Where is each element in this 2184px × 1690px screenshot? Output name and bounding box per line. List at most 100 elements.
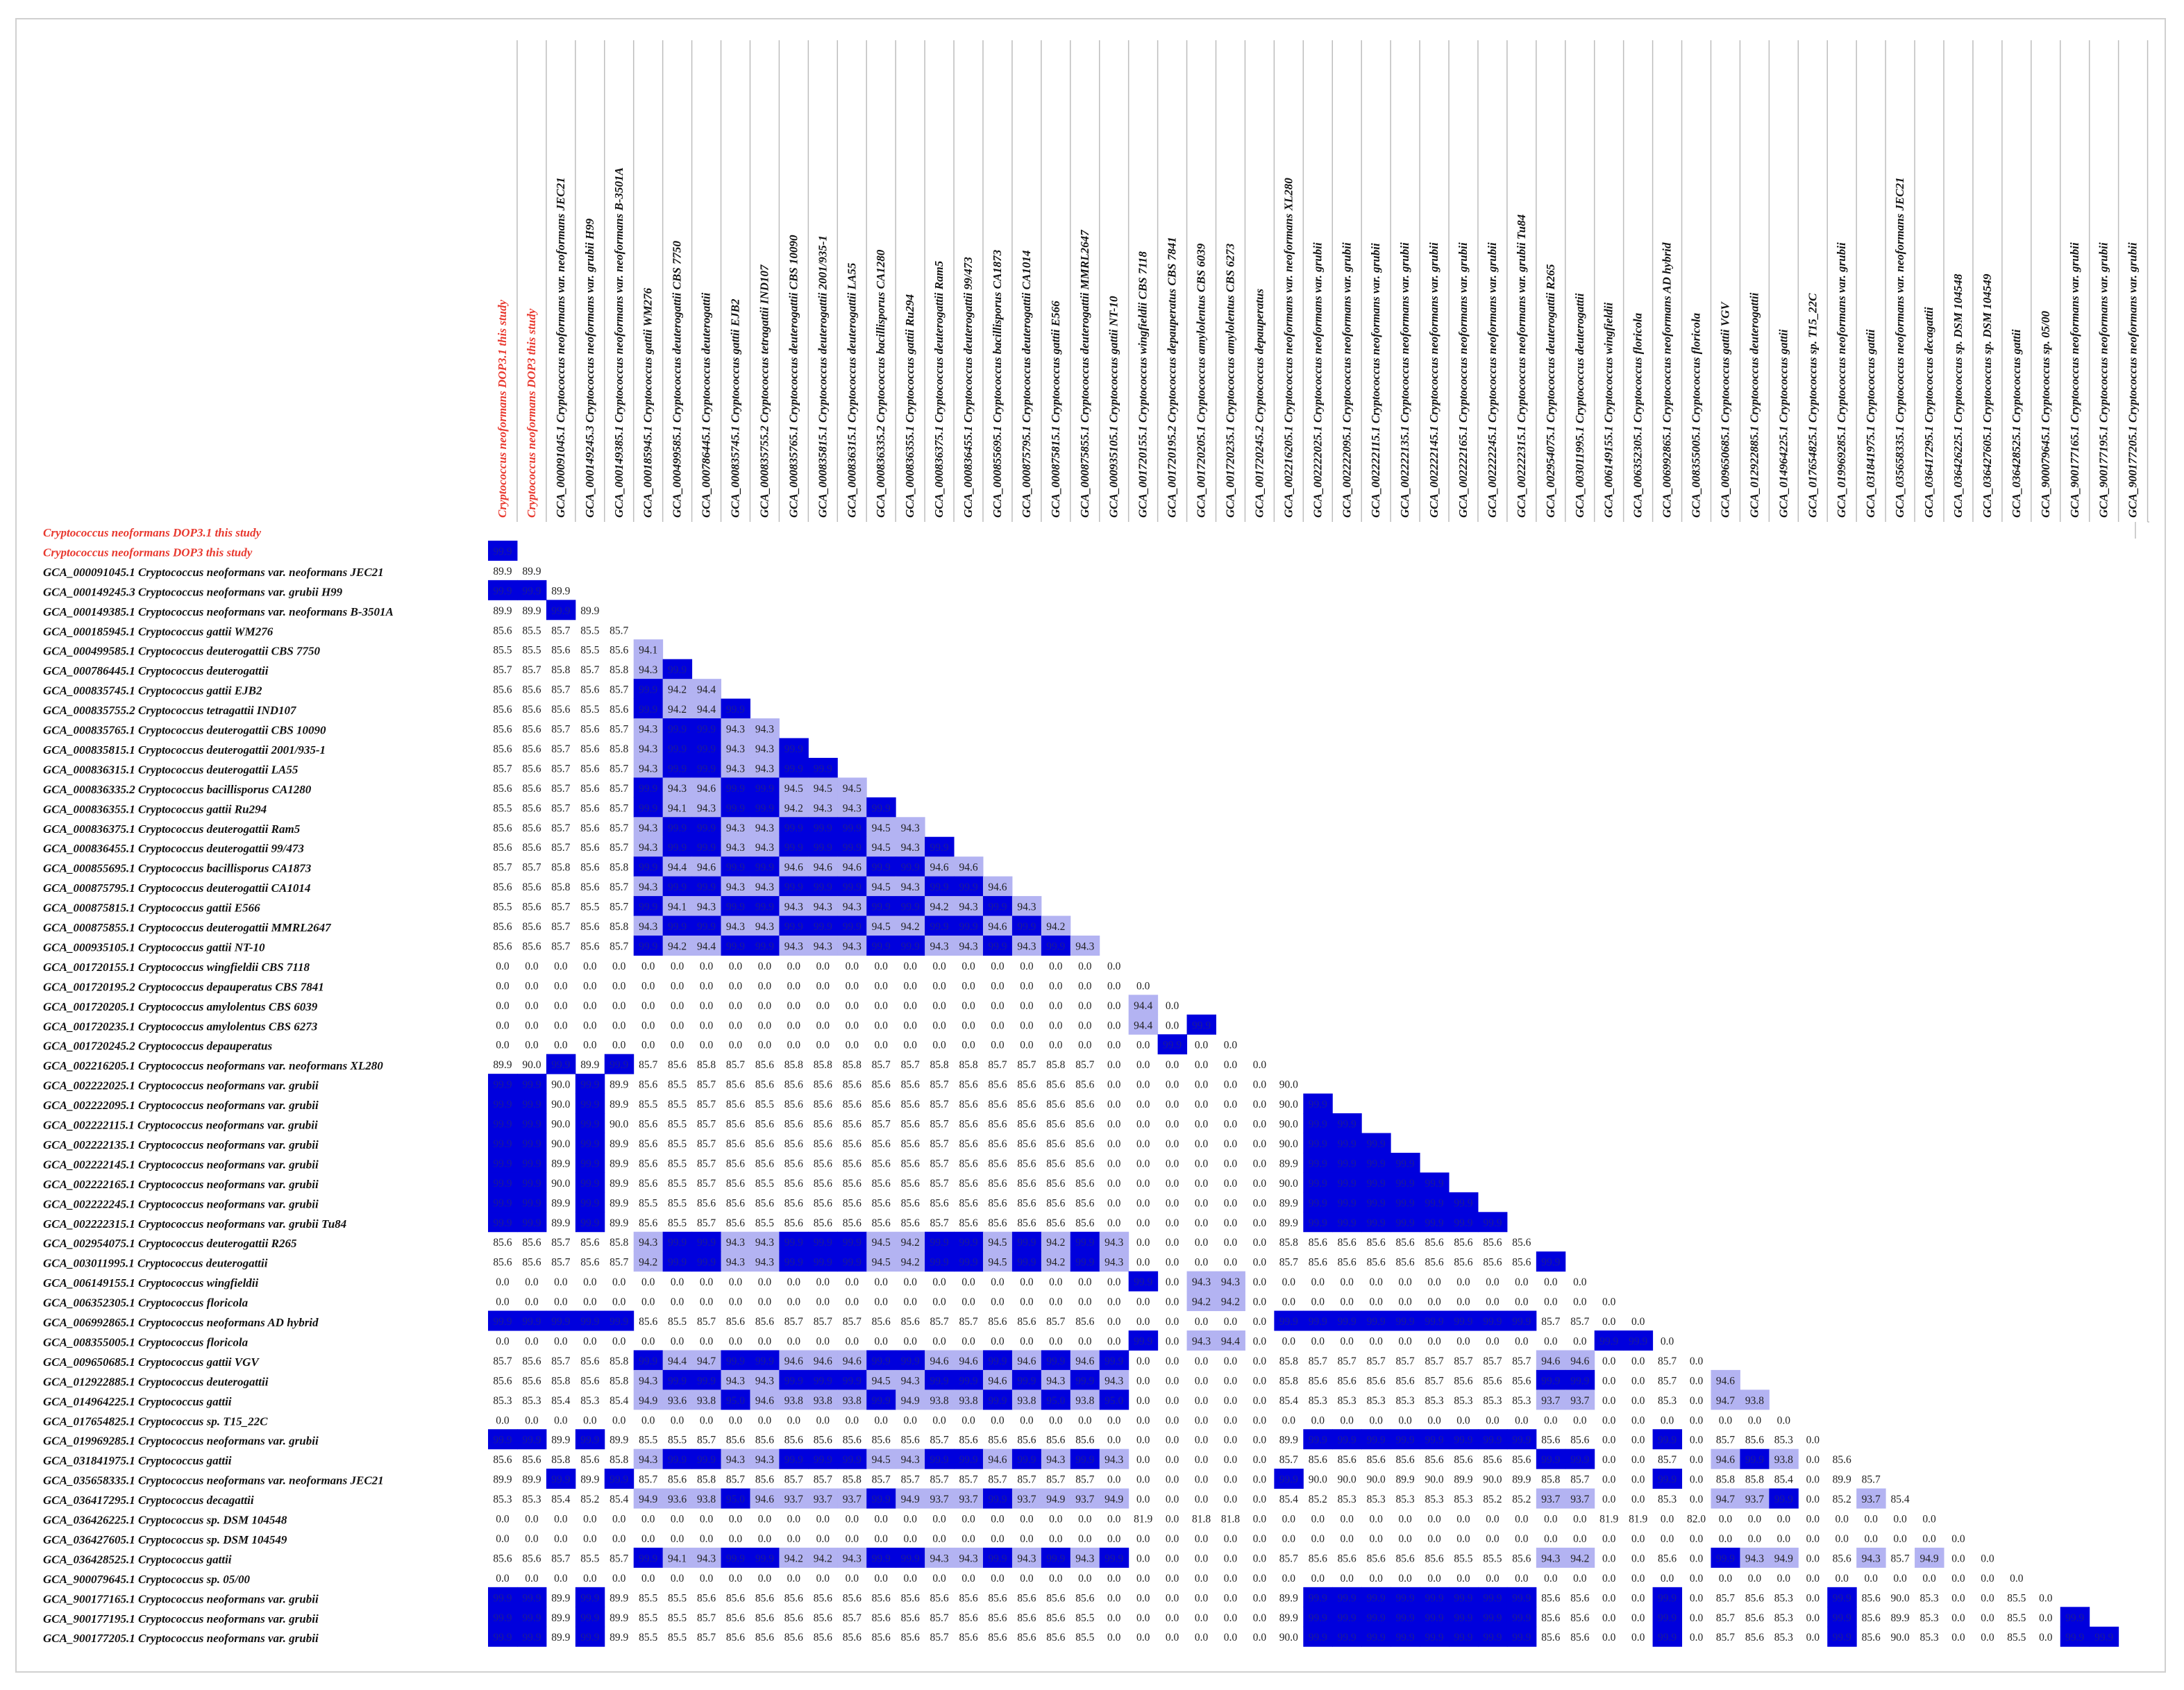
heatmap-cell <box>1216 1291 1245 1312</box>
cell-value-label: 85.6 <box>784 1178 803 1190</box>
cell-value-label: 89.9 <box>1512 1474 1531 1486</box>
cell-value-label: 0.0 <box>1631 1316 1645 1328</box>
cell-value-label: 85.6 <box>872 1178 891 1190</box>
cell-value-label: 85.6 <box>988 1316 1007 1328</box>
cell-value-label: 85.7 <box>522 862 541 874</box>
cell-value-label: 94.7 <box>1716 1494 1735 1505</box>
cell-value-label: 94.3 <box>755 743 774 755</box>
cell-value-label: 89.9 <box>610 1612 628 1624</box>
row-label: GCA_000835815.1 Cryptococcus deuterogatt… <box>43 743 326 757</box>
cell-value-label: 0.0 <box>1166 1178 1179 1190</box>
cell-value-label: 85.6 <box>493 921 512 933</box>
cell-value-label: 0.0 <box>1049 1296 1063 1308</box>
cell-value-label: 0.0 <box>816 1000 830 1012</box>
cell-value-label: 85.6 <box>580 940 599 952</box>
heatmap-cell <box>925 1389 955 1410</box>
cell-value-label: 0.0 <box>758 1335 772 1347</box>
cell-value-label: 89.9 <box>551 1632 570 1643</box>
cell-value-label: 85.6 <box>668 1474 687 1486</box>
heatmap-cell <box>1391 1429 1420 1450</box>
cell-value-label: 0.0 <box>583 1040 597 1051</box>
cell-value-label: 99.9 <box>872 1355 891 1367</box>
heatmap-cell <box>1332 1113 1362 1133</box>
cell-value-label: 85.6 <box>1745 1612 1764 1624</box>
cell-value-label: 85.6 <box>901 1592 920 1604</box>
cell-value-label: 0.0 <box>1341 1276 1354 1288</box>
heatmap-cell <box>1303 1133 1333 1154</box>
cell-value-label: 90.0 <box>551 1138 570 1150</box>
heatmap-cell <box>982 1488 1013 1509</box>
cell-value-label: 85.6 <box>1454 1237 1472 1249</box>
row-label: GCA_002222315.1 Cryptococcus neoformans … <box>43 1217 346 1231</box>
cell-value-label: 93.8 <box>1774 1454 1793 1466</box>
cell-value-label: 94.2 <box>1046 1237 1065 1249</box>
cell-value-label: 99.9 <box>493 1099 512 1110</box>
cell-value-label: 0.0 <box>1195 1257 1209 1269</box>
row-label: GCA_000836335.2 Cryptococcus bacillispor… <box>43 783 312 796</box>
cell-value-label: 85.6 <box>1483 1375 1502 1387</box>
cell-value-label: 99.9 <box>668 664 687 676</box>
cell-value-label: 0.0 <box>875 1000 889 1012</box>
heatmap-cell <box>1856 1488 1886 1509</box>
cell-value-label: 85.6 <box>580 684 599 696</box>
cell-value-label: 0.0 <box>903 1296 917 1308</box>
row-label: GCA_002222165.1 Cryptococcus neoformans … <box>43 1178 319 1191</box>
cell-value-label: 85.3 <box>1309 1395 1327 1407</box>
cell-value-label: 85.6 <box>522 921 541 933</box>
heatmap-cell <box>1915 1547 1944 1568</box>
cell-value-label: 99.9 <box>639 902 657 913</box>
cell-value-label: 94.3 <box>639 1237 657 1249</box>
heatmap-cell <box>662 915 693 936</box>
cell-value-label: 99.9 <box>1658 1612 1677 1624</box>
cell-value-label: 85.3 <box>1512 1395 1531 1407</box>
cell-value-label: 0.0 <box>1573 1573 1587 1585</box>
cell-value-label: 94.9 <box>901 1494 920 1505</box>
cell-value-label: 89.9 <box>610 1435 628 1446</box>
cell-value-label: 0.0 <box>1806 1632 1820 1643</box>
row-label: GCA_036426225.1 Cryptococcus sp. DSM 104… <box>43 1514 287 1527</box>
heatmap-cell <box>575 1133 605 1154</box>
cell-value-label: 82.0 <box>1687 1514 1706 1526</box>
cell-value-label: 0.0 <box>700 1573 714 1585</box>
cell-value-label: 89.9 <box>493 1474 512 1486</box>
cell-value-label: 0.0 <box>1020 1000 1034 1012</box>
heatmap-cell <box>662 698 693 719</box>
cell-value-label: 0.0 <box>1690 1632 1704 1643</box>
cell-value-label: 85.6 <box>959 1138 977 1150</box>
cell-value-label: 94.3 <box>726 743 745 755</box>
cell-value-label: 0.0 <box>1864 1573 1878 1585</box>
heatmap-cell <box>837 856 867 877</box>
cell-value-label: 85.6 <box>726 1632 745 1643</box>
cell-value-label: 85.3 <box>580 1395 599 1407</box>
cell-value-label: 0.0 <box>1136 1494 1150 1505</box>
cell-value-label: 99.9 <box>1309 1612 1327 1624</box>
cell-value-label: 0.0 <box>1224 1553 1238 1564</box>
heatmap-cell <box>1070 1488 1100 1509</box>
cell-value-label: 85.6 <box>1396 1375 1415 1387</box>
cell-value-label: 85.3 <box>1396 1395 1415 1407</box>
cell-value-label: 0.0 <box>700 1533 714 1545</box>
cell-value-label: 89.9 <box>610 1178 628 1190</box>
cell-value-label: 0.0 <box>1719 1514 1733 1526</box>
cell-value-label: 0.0 <box>641 961 655 972</box>
cell-value-label: 99.9 <box>901 902 920 913</box>
cell-value-label: 0.0 <box>1311 1414 1325 1426</box>
cell-value-label: 85.6 <box>1541 1612 1560 1624</box>
cell-value-label: 85.6 <box>1017 1632 1036 1643</box>
cell-value-label: 85.6 <box>726 1316 745 1328</box>
heatmap-cell <box>1216 1271 1245 1292</box>
cell-value-label: 0.0 <box>496 980 510 992</box>
cell-value-label: 89.9 <box>580 1474 599 1486</box>
heatmap-cell <box>954 915 984 936</box>
heatmap-cell <box>1041 936 1071 956</box>
cell-value-label: 85.6 <box>580 842 599 854</box>
cell-value-label: 0.0 <box>671 1000 684 1012</box>
cell-value-label: 85.6 <box>755 1158 774 1169</box>
cell-value-label: 0.0 <box>1544 1533 1558 1545</box>
heatmap-cell <box>662 1547 693 1568</box>
heatmap-cell <box>691 1231 722 1252</box>
heatmap-cell <box>837 777 867 798</box>
cell-value-label: 99.9 <box>1338 1138 1356 1150</box>
cell-value-label: 0.0 <box>1107 1197 1121 1209</box>
cell-value-label: 0.0 <box>1690 1553 1704 1564</box>
